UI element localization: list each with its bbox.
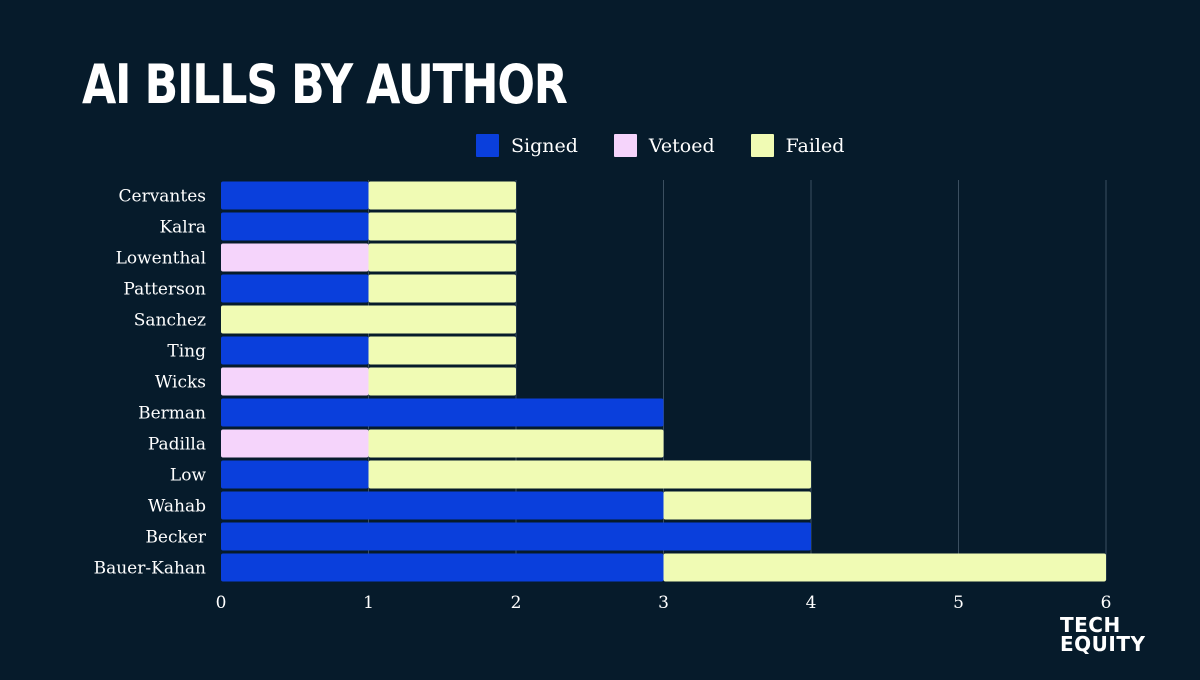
category-label-becker: Becker (145, 528, 206, 548)
bar-signed-berman (221, 398, 664, 427)
logo-line-1: TECH (1060, 613, 1121, 637)
x-tick-label-3: 3 (658, 593, 669, 613)
legend-item-signed: Signed (476, 134, 578, 157)
legend-swatch-failed (750, 134, 774, 157)
logo-line-2: EQUITY (1060, 632, 1146, 656)
bar-failed-low (368, 460, 811, 489)
bar-signed-wahab (221, 491, 664, 520)
bar-signed-low (221, 460, 369, 489)
legend: Signed Vetoed Failed (476, 134, 880, 157)
category-label-low: Low (170, 466, 207, 486)
legend-label-failed: Failed (785, 134, 845, 157)
x-tick-label-6: 6 (1101, 593, 1112, 613)
category-label-lowenthal: Lowenthal (116, 249, 206, 269)
bar-signed-becker (221, 522, 811, 551)
bar-signed-cervantes (221, 181, 369, 210)
bar-failed-lowenthal (368, 243, 516, 272)
bar-signed-bauer-kahan (221, 553, 664, 582)
x-tick-label-5: 5 (953, 593, 964, 613)
bar-vetoed-wicks (221, 367, 369, 396)
tech-equity-logo: TECH EQUITY (1060, 613, 1146, 656)
category-label-cervantes: Cervantes (119, 187, 207, 207)
bar-failed-bauer-kahan (663, 553, 1106, 582)
bar-failed-cervantes (368, 181, 516, 210)
bar-signed-ting (221, 336, 369, 365)
bar-failed-patterson (368, 274, 516, 303)
bar-failed-sanchez (221, 305, 516, 334)
bar-failed-padilla (368, 429, 664, 458)
legend-label-signed: Signed (511, 134, 578, 157)
category-label-ting: Ting (167, 342, 206, 362)
bar-signed-patterson (221, 274, 369, 303)
category-label-kalra: Kalra (159, 218, 206, 238)
category-label-padilla: Padilla (148, 435, 206, 455)
bar-vetoed-lowenthal (221, 243, 369, 272)
chart-title: AI BILLS BY AUTHOR (82, 53, 568, 116)
bar-failed-ting (368, 336, 516, 365)
category-label-bauer-kahan: Bauer-Kahan (94, 559, 206, 579)
bar-failed-wahab (663, 491, 811, 520)
x-tick-label-4: 4 (806, 593, 817, 613)
bars (221, 181, 1106, 582)
bar-signed-kalra (221, 212, 369, 241)
x-tick-label-1: 1 (363, 593, 374, 613)
category-label-wicks: Wicks (155, 373, 206, 393)
x-tick-label-2: 2 (511, 593, 522, 613)
category-label-patterson: Patterson (123, 280, 206, 300)
category-label-wahab: Wahab (148, 497, 206, 517)
legend-item-failed: Failed (750, 134, 845, 157)
bar-vetoed-padilla (221, 429, 369, 458)
x-tick-label-0: 0 (216, 593, 227, 613)
legend-item-vetoed: Vetoed (613, 134, 715, 157)
category-label-sanchez: Sanchez (134, 311, 206, 331)
legend-swatch-vetoed (613, 134, 637, 157)
category-labels: Cervantes Kalra Lowenthal Patterson Sanchez T… (94, 187, 207, 579)
x-axis-ticks: 0 1 2 3 4 5 6 (216, 593, 1112, 613)
legend-label-vetoed: Vetoed (648, 134, 715, 157)
bar-failed-kalra (368, 212, 516, 241)
category-label-berman: Berman (138, 404, 206, 424)
legend-swatch-signed (476, 134, 499, 157)
bar-failed-wicks (368, 367, 516, 396)
